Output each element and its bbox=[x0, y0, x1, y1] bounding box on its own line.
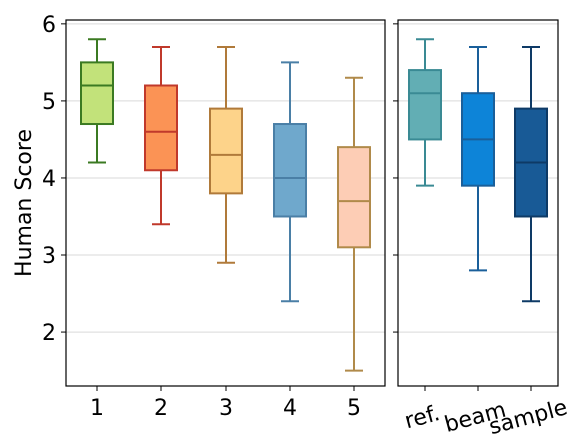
box-iqr bbox=[273, 123, 307, 218]
box-beam bbox=[461, 45, 495, 272]
y-tick-label: 5 bbox=[42, 90, 56, 115]
box-1 bbox=[80, 38, 114, 164]
panel-length-buckets: 1 2 3 4 5 2 3 4 5 6 bbox=[42, 13, 386, 421]
x-tick-label: 4 bbox=[283, 396, 297, 421]
x-tick-label: 3 bbox=[219, 396, 233, 421]
x-tick-label: 5 bbox=[347, 396, 361, 421]
box-iqr bbox=[209, 107, 243, 195]
plot-frame bbox=[397, 19, 559, 387]
box-ref bbox=[408, 38, 442, 187]
box-4 bbox=[273, 61, 307, 303]
y-axis-title: Human Score bbox=[12, 129, 37, 277]
box-2 bbox=[144, 45, 178, 226]
box-iqr bbox=[80, 61, 114, 126]
y-tick-label: 4 bbox=[42, 167, 56, 192]
box-iqr bbox=[408, 69, 442, 141]
y-tick-label: 2 bbox=[42, 321, 56, 346]
box-iqr bbox=[337, 146, 371, 249]
plot-frame bbox=[65, 19, 386, 387]
box-sample bbox=[514, 45, 548, 303]
x-tick-label: ref. bbox=[402, 401, 443, 434]
x-tick-label: 1 bbox=[90, 396, 104, 421]
box-5 bbox=[337, 76, 371, 372]
x-tick-label: 2 bbox=[154, 396, 168, 421]
y-tick-label: 6 bbox=[42, 13, 56, 38]
y-tick-label: 3 bbox=[42, 244, 56, 269]
box-3 bbox=[209, 45, 243, 264]
box-iqr bbox=[144, 84, 178, 172]
